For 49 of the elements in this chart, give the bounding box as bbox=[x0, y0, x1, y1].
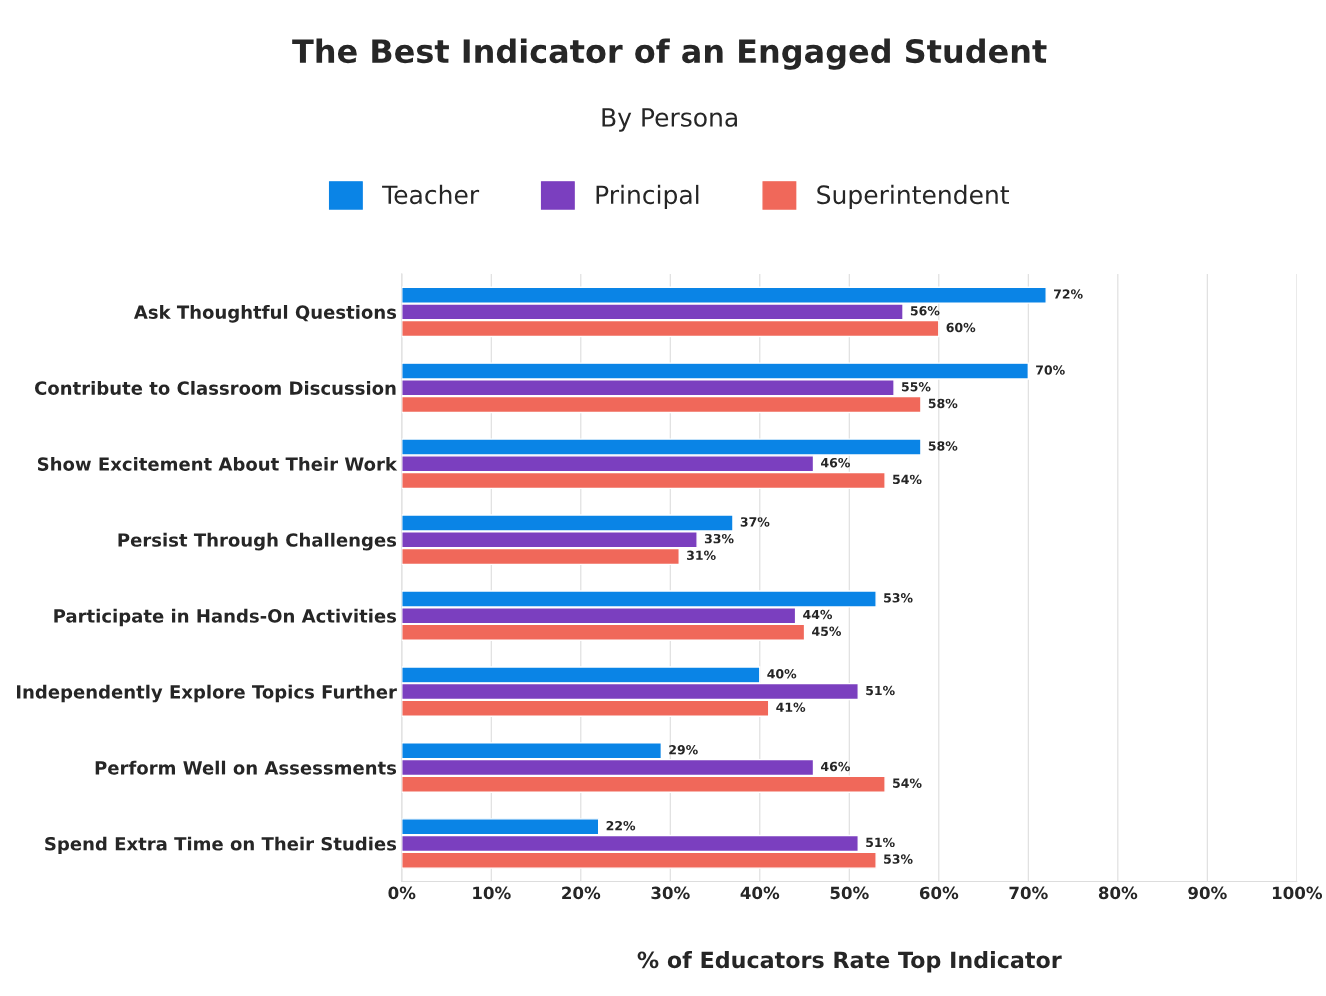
x-tick-label: 10% bbox=[473, 886, 511, 900]
y-tick-label: Perform Well on Assessments bbox=[95, 760, 397, 775]
y-tick-label: Contribute to Classroom Discussion bbox=[34, 380, 396, 395]
data-label: 58% bbox=[928, 398, 958, 409]
legend-label: Superintendent bbox=[817, 184, 1010, 210]
data-label: 56% bbox=[910, 306, 940, 316]
data-label: 53% bbox=[884, 854, 913, 864]
data-label: 54% bbox=[893, 778, 922, 788]
chart-title: The Best Indicator of an Engaged Student bbox=[292, 38, 1047, 70]
data-label: 22% bbox=[606, 820, 636, 831]
x-tick-label: 60% bbox=[919, 886, 959, 900]
legend-label: Teacher bbox=[382, 184, 480, 205]
data-label: 29% bbox=[669, 745, 698, 755]
data-label: 41% bbox=[776, 702, 806, 712]
data-label: 54% bbox=[893, 474, 922, 485]
data-label: 72% bbox=[1053, 289, 1083, 299]
x-tick-label: 0% bbox=[388, 886, 416, 900]
x-tick-label: 20% bbox=[562, 886, 601, 900]
y-tick-label: Show Excitement About Their Work bbox=[37, 456, 398, 471]
data-label: 55% bbox=[901, 381, 931, 392]
y-tick-label: Ask Thoughtful Questions bbox=[133, 305, 397, 323]
x-axis-title: % of Educators Rate Top Indicator bbox=[637, 951, 1062, 973]
data-label: 44% bbox=[803, 609, 833, 620]
x-tick-label: 90% bbox=[1188, 886, 1227, 900]
chart-subtitle: By Persona bbox=[602, 108, 737, 132]
y-tick-label: Spend Extra Time on Their Studies bbox=[45, 836, 397, 855]
x-tick-label: 70% bbox=[1009, 886, 1048, 900]
x-tick-label: 30% bbox=[651, 886, 690, 900]
data-label: 46% bbox=[821, 761, 850, 772]
data-label: 53% bbox=[884, 593, 913, 603]
data-label: 33% bbox=[704, 533, 734, 544]
y-tick-label: Independently Explore Topics Further bbox=[16, 684, 397, 703]
y-tick-label: Participate in Hands-On Activities bbox=[54, 608, 397, 627]
x-tick-label: 50% bbox=[830, 886, 869, 900]
data-label: 51% bbox=[866, 685, 895, 696]
data-label: 58% bbox=[928, 441, 958, 451]
data-label: 40% bbox=[767, 669, 797, 679]
data-label: 60% bbox=[946, 322, 976, 333]
data-label: 46% bbox=[821, 457, 850, 468]
data-label: 51% bbox=[866, 837, 895, 848]
legend-label: Principal bbox=[596, 184, 699, 210]
data-label: 37% bbox=[740, 517, 770, 527]
x-tick-label: 100% bbox=[1272, 886, 1323, 900]
x-tick-label: 80% bbox=[1098, 886, 1138, 900]
y-tick-label: Persist Through Challenges bbox=[118, 532, 397, 551]
data-label: 31% bbox=[687, 550, 716, 561]
data-label: 70% bbox=[1036, 365, 1065, 375]
x-tick-label: 40% bbox=[740, 886, 780, 900]
data-label: 45% bbox=[812, 626, 842, 636]
